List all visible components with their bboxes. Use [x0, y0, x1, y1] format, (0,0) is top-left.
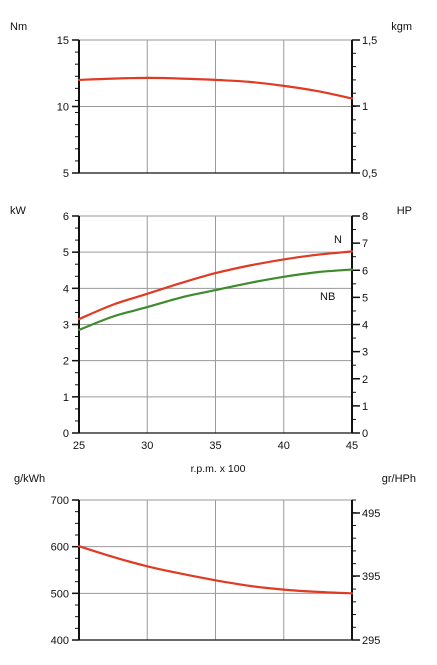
right-tick-label: 3: [362, 347, 368, 359]
x-tick-label: 45: [346, 440, 358, 452]
consumption-left-unit: g/kWh: [14, 473, 45, 485]
left-tick-label: 15: [57, 35, 69, 47]
power-x-ticks: 25 30 35 40 45: [73, 440, 358, 452]
series-line-nb: [77, 268, 354, 331]
right-tick-label: 6: [362, 265, 368, 277]
series-label-n: N: [334, 234, 342, 246]
consumption-left-ticks: 400 500 600 700: [51, 495, 69, 647]
consumption-axes: [72, 499, 360, 641]
right-tick-label: 5: [362, 292, 368, 304]
x-tick-label: 40: [278, 440, 290, 452]
consumption-series: [77, 545, 354, 595]
left-tick-label: 6: [63, 211, 69, 223]
power-left-ticks: 0 1 2 3 4 5 6: [63, 211, 69, 440]
consumption-right-unit: gr/HPh: [382, 473, 416, 485]
right-tick-label: 4: [362, 320, 368, 332]
consumption-grid: [79, 499, 352, 641]
left-tick-label: 3: [63, 320, 69, 332]
right-tick-label: 8: [362, 211, 368, 223]
torque-series: [77, 76, 354, 100]
power-axes: [72, 215, 360, 434]
left-tick-label: 600: [51, 542, 69, 554]
torque-panel: Nm kgm 5 10 15 0,5 1 1,5: [10, 21, 412, 180]
power-series: [77, 250, 354, 331]
torque-left-ticks: 5 10 15: [57, 35, 69, 180]
torque-axes: [72, 39, 360, 174]
series-line-2: [77, 545, 354, 595]
left-tick-label: 10: [57, 102, 69, 114]
torque-right-ticks: 0,5 1 1,5: [362, 35, 377, 180]
right-tick-label: 295: [362, 635, 380, 647]
left-tick-label: 1: [63, 392, 69, 404]
power-right-unit: HP: [397, 205, 412, 217]
right-tick-label: 495: [362, 508, 380, 520]
x-tick-label: 30: [141, 440, 153, 452]
left-tick-label: 5: [63, 168, 69, 180]
power-left-unit: kW: [10, 205, 27, 217]
series-line-0: [77, 76, 354, 100]
left-tick-label: 400: [51, 635, 69, 647]
x-tick-label: 25: [73, 440, 85, 452]
power-grid: [79, 215, 352, 434]
torque-grid: [79, 39, 352, 174]
right-tick-label: 7: [362, 238, 368, 250]
torque-right-unit: kgm: [391, 21, 412, 33]
series-label-nb: NB: [320, 291, 335, 303]
left-tick-label: 2: [63, 356, 69, 368]
series-line-n: [77, 250, 354, 321]
right-tick-label: 1: [362, 101, 368, 113]
x-axis-label: r.p.m. x 100: [191, 463, 246, 475]
right-tick-label: 1,5: [362, 35, 377, 47]
right-tick-label: 2: [362, 374, 368, 386]
left-tick-label: 700: [51, 495, 69, 507]
power-right-ticks: 0 1 2 3 4 5 6 7 8: [362, 211, 368, 440]
right-tick-label: 1: [362, 401, 368, 413]
consumption-panel: g/kWh gr/HPh 400 500 600 700 295 395 495: [14, 473, 416, 647]
consumption-right-ticks: 295 395 495: [362, 508, 380, 647]
left-tick-label: 4: [63, 283, 69, 295]
right-tick-label: 395: [362, 571, 380, 583]
x-tick-label: 35: [209, 440, 221, 452]
left-tick-label: 0: [63, 428, 69, 440]
left-tick-label: 500: [51, 588, 69, 600]
right-tick-label: 0: [362, 428, 368, 440]
torque-left-unit: Nm: [10, 21, 27, 33]
left-tick-label: 5: [63, 247, 69, 259]
right-tick-label: 0,5: [362, 168, 377, 180]
